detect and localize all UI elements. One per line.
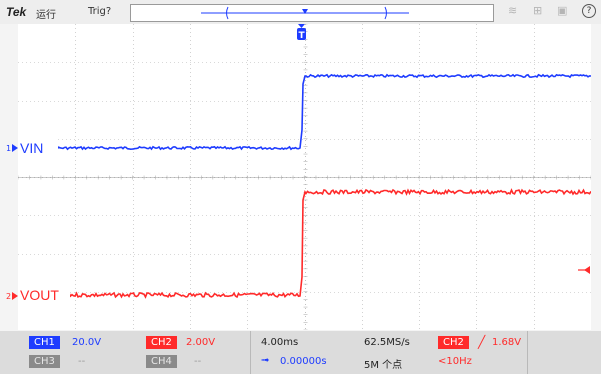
- record-view-bar[interactable]: [130, 4, 494, 22]
- trigger-status: Trig?: [88, 6, 112, 17]
- record-view-trigger-marker: [302, 9, 308, 14]
- ch1-label-bg: [18, 139, 58, 157]
- folder-icon[interactable]: ▣: [557, 4, 568, 17]
- ch2-badge[interactable]: CH2: [146, 336, 177, 349]
- ch4-scale: --: [194, 356, 202, 367]
- help-icon[interactable]: ?: [582, 4, 596, 18]
- ch2-marker-number: 2: [6, 292, 11, 301]
- record-view-graphic: [201, 6, 409, 20]
- trigger-position-marker-label: T: [299, 31, 306, 41]
- trigger-offset-icon: ➟: [261, 355, 270, 366]
- ch3-scale: --: [78, 356, 86, 367]
- trigger-level-readout[interactable]: 1.68V: [492, 337, 522, 348]
- readout-separator-right: [527, 331, 528, 374]
- record-length-readout: 5M 个点: [364, 360, 403, 371]
- ch2-vout-trace: [18, 188, 591, 299]
- ch2-scale[interactable]: 2.00V: [186, 337, 216, 348]
- timebase-readout[interactable]: 4.00ms: [261, 337, 299, 348]
- ch4-badge[interactable]: CH4: [146, 355, 177, 368]
- trigger-frequency-readout: <10Hz: [438, 356, 472, 367]
- run-state[interactable]: 运行: [36, 10, 56, 21]
- ch1-vin-trace: [18, 73, 591, 151]
- record-view-right-bracket: [384, 6, 387, 20]
- sample-rate-readout: 62.5MS/s: [364, 337, 410, 348]
- tek-logo: Tek: [6, 5, 27, 19]
- ch2-waveform-label: VOUT: [20, 287, 59, 303]
- waveform-graticule: VIN VOUT T: [18, 24, 591, 330]
- network-icon[interactable]: ⊞: [533, 4, 543, 17]
- ch1-scale[interactable]: 20.0V: [72, 337, 102, 348]
- bottom-readout-bar: CH1 20.0V CH2 2.00V CH3 -- CH4 -- 4.00ms…: [0, 331, 601, 374]
- ch2-label-bg: [18, 286, 70, 304]
- ch1-badge[interactable]: CH1: [29, 336, 60, 349]
- top-status-bar: Tek 运行 Trig? ≋ ⊞ ▣ ?: [0, 0, 601, 24]
- record-view-left-bracket: [226, 6, 229, 20]
- trigger-offset-readout[interactable]: 0.00000s: [280, 356, 327, 367]
- ch1-waveform-label: VIN: [20, 140, 43, 156]
- trigger-position-arrow: [298, 24, 305, 28]
- trigger-source-badge[interactable]: CH2: [438, 336, 469, 349]
- wifi-icon[interactable]: ≋: [508, 4, 518, 17]
- readout-separator: [250, 331, 251, 374]
- ch1-marker-number: 1: [6, 144, 11, 153]
- ch3-badge[interactable]: CH3: [29, 355, 60, 368]
- waveform-display[interactable]: VIN VOUT T: [18, 24, 591, 330]
- rising-edge-icon: ╱: [478, 335, 486, 349]
- trigger-position-marker-icon: [297, 28, 306, 40]
